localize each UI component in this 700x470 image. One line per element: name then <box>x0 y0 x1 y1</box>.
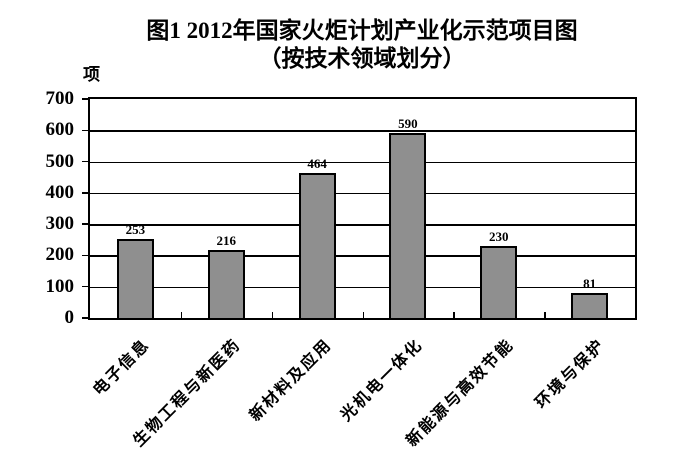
bar <box>207 250 245 318</box>
bar <box>116 238 154 318</box>
gridline <box>90 130 635 132</box>
y-axis-tick <box>82 192 88 194</box>
gridline <box>90 192 635 195</box>
y-axis-unit-label: 项 <box>83 65 100 84</box>
bar-value-label: 81 <box>583 275 597 291</box>
y-axis-tick-label: 100 <box>45 275 75 297</box>
gridline <box>90 255 635 257</box>
y-axis-tick <box>82 254 88 257</box>
y-axis-tick-label: 0 <box>64 307 75 328</box>
chart-title: 图1 2012年国家火炬计划产业化示范项目图 <box>146 18 578 43</box>
x-axis-tick <box>453 312 455 318</box>
bar <box>298 172 336 318</box>
bar-value-label: 230 <box>489 229 509 245</box>
y-axis-tick-label: 500 <box>45 150 75 172</box>
plot-area: 253 216 464 590 230 81 <box>88 97 637 320</box>
y-axis-tick-label: 200 <box>45 244 75 266</box>
y-axis-tick-label: 400 <box>45 181 75 203</box>
y-axis-tick <box>82 285 88 288</box>
bar-value-label: 216 <box>216 233 237 249</box>
y-axis-tick <box>82 98 88 100</box>
x-axis-tick <box>180 312 183 318</box>
bar-value-label: 590 <box>398 116 418 132</box>
y-axis-tick-label: 300 <box>45 213 75 235</box>
y-axis-tick <box>82 160 88 163</box>
y-axis-tick <box>82 223 88 225</box>
x-axis-tick <box>271 312 274 318</box>
y-axis-tick <box>82 129 88 132</box>
bar-value-label: 464 <box>307 155 327 171</box>
bar <box>389 133 427 318</box>
bar-value-label: 253 <box>125 221 146 237</box>
bar <box>571 292 609 318</box>
bar <box>480 246 518 318</box>
x-axis-tick <box>362 312 364 318</box>
x-axis-tick <box>544 312 546 318</box>
gridline <box>90 224 635 226</box>
y-axis-tick-label: 700 <box>45 88 75 109</box>
chart-subtitle: （按技术领域划分） <box>258 46 466 71</box>
y-axis-tick-label: 600 <box>45 119 75 141</box>
gridline <box>90 286 635 289</box>
gridline <box>90 161 635 163</box>
y-axis-tick <box>82 317 88 319</box>
